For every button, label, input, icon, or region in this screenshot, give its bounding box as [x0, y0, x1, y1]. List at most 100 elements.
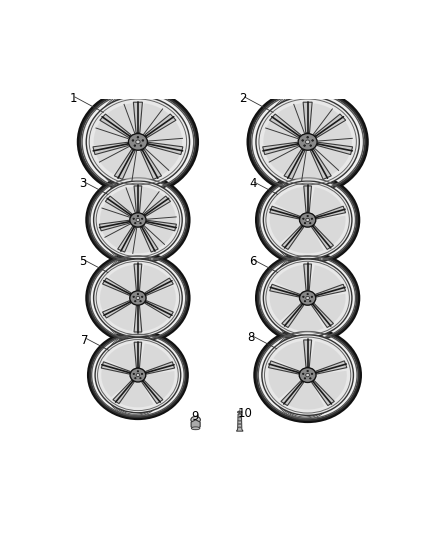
Ellipse shape	[132, 140, 134, 141]
Polygon shape	[263, 142, 298, 155]
Ellipse shape	[78, 90, 197, 194]
Polygon shape	[311, 225, 333, 249]
Ellipse shape	[133, 296, 134, 297]
Polygon shape	[119, 150, 152, 181]
Polygon shape	[270, 206, 300, 219]
Ellipse shape	[305, 140, 310, 144]
Polygon shape	[317, 122, 352, 150]
Ellipse shape	[141, 218, 143, 220]
Ellipse shape	[312, 140, 314, 141]
Polygon shape	[304, 186, 311, 212]
Polygon shape	[237, 414, 243, 431]
Polygon shape	[304, 340, 312, 367]
Ellipse shape	[310, 378, 311, 379]
Ellipse shape	[303, 373, 304, 375]
Ellipse shape	[306, 374, 310, 377]
Ellipse shape	[134, 222, 136, 224]
Polygon shape	[134, 186, 142, 212]
Polygon shape	[100, 199, 131, 223]
Polygon shape	[145, 114, 176, 138]
Polygon shape	[113, 381, 134, 403]
Polygon shape	[134, 306, 142, 332]
Ellipse shape	[304, 222, 306, 224]
Ellipse shape	[137, 136, 139, 138]
Text: 7: 7	[81, 334, 89, 347]
Polygon shape	[102, 278, 131, 295]
Ellipse shape	[130, 291, 146, 305]
Polygon shape	[315, 206, 346, 219]
Ellipse shape	[298, 133, 317, 150]
Ellipse shape	[256, 96, 359, 188]
Polygon shape	[281, 381, 304, 406]
Ellipse shape	[310, 301, 311, 302]
Polygon shape	[100, 281, 130, 310]
Text: 6: 6	[249, 255, 257, 269]
Ellipse shape	[133, 218, 134, 220]
Polygon shape	[101, 222, 133, 248]
Text: 10: 10	[238, 407, 253, 421]
Text: 1: 1	[70, 92, 77, 105]
Polygon shape	[146, 286, 176, 314]
Ellipse shape	[87, 253, 189, 343]
Ellipse shape	[140, 222, 141, 224]
Ellipse shape	[307, 294, 308, 295]
Polygon shape	[309, 265, 344, 295]
Polygon shape	[288, 150, 321, 181]
Ellipse shape	[306, 296, 310, 300]
Polygon shape	[147, 122, 182, 150]
Polygon shape	[102, 301, 131, 318]
Polygon shape	[141, 381, 163, 403]
Polygon shape	[142, 223, 173, 250]
Polygon shape	[273, 341, 307, 371]
Polygon shape	[285, 227, 324, 253]
Polygon shape	[105, 302, 137, 331]
Ellipse shape	[136, 296, 140, 300]
Ellipse shape	[310, 145, 311, 147]
Ellipse shape	[307, 136, 308, 138]
Ellipse shape	[300, 213, 316, 227]
Ellipse shape	[191, 427, 200, 430]
Polygon shape	[268, 365, 300, 399]
Ellipse shape	[311, 218, 313, 220]
Ellipse shape	[304, 145, 305, 147]
Polygon shape	[268, 361, 300, 374]
Ellipse shape	[134, 301, 136, 302]
Polygon shape	[269, 114, 301, 138]
Polygon shape	[138, 303, 167, 332]
Polygon shape	[94, 118, 129, 146]
Ellipse shape	[95, 337, 181, 413]
Polygon shape	[274, 187, 307, 216]
Text: 5: 5	[79, 255, 87, 269]
Polygon shape	[121, 228, 150, 253]
Polygon shape	[304, 264, 311, 290]
Ellipse shape	[257, 175, 359, 265]
Ellipse shape	[87, 175, 189, 265]
Ellipse shape	[134, 377, 136, 379]
Polygon shape	[108, 264, 138, 293]
Polygon shape	[263, 118, 299, 146]
Polygon shape	[303, 102, 312, 133]
Text: 8: 8	[247, 331, 254, 344]
Polygon shape	[117, 382, 154, 407]
Ellipse shape	[300, 291, 316, 305]
Polygon shape	[309, 187, 344, 217]
Polygon shape	[112, 187, 138, 214]
Ellipse shape	[86, 96, 190, 188]
Polygon shape	[134, 342, 141, 368]
Ellipse shape	[141, 296, 143, 297]
Ellipse shape	[141, 373, 143, 375]
Ellipse shape	[136, 140, 140, 144]
Ellipse shape	[311, 296, 313, 297]
Polygon shape	[114, 149, 135, 179]
Ellipse shape	[255, 329, 360, 422]
Polygon shape	[277, 103, 307, 135]
Ellipse shape	[140, 301, 141, 302]
Polygon shape	[139, 265, 171, 294]
Polygon shape	[140, 343, 173, 373]
Polygon shape	[141, 149, 162, 179]
Polygon shape	[148, 142, 183, 155]
Ellipse shape	[304, 378, 306, 379]
Polygon shape	[311, 149, 331, 179]
Ellipse shape	[140, 377, 141, 379]
Ellipse shape	[303, 296, 304, 297]
